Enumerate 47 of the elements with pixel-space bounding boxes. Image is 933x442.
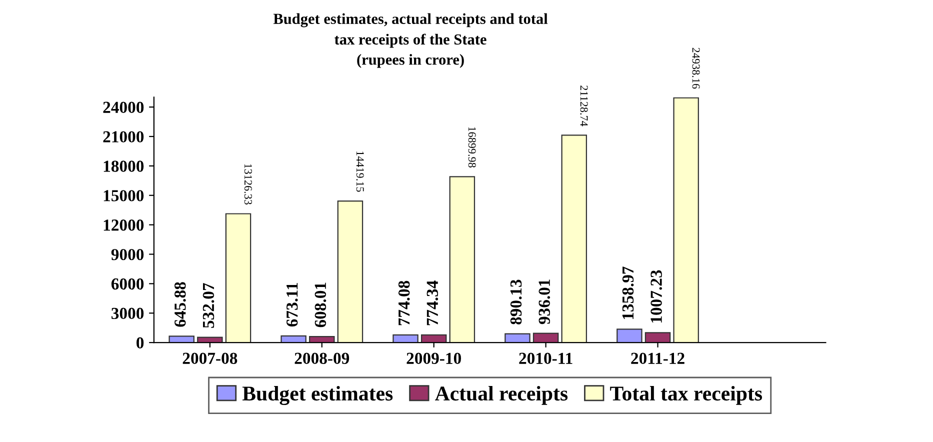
bar xyxy=(225,213,252,343)
data-label: 1358.97 xyxy=(622,266,634,320)
legend-label: Total tax receipts xyxy=(610,386,762,405)
bar xyxy=(420,334,447,343)
data-label: 774.08 xyxy=(398,280,410,326)
bar xyxy=(280,335,306,343)
y-tick-label: 6000 xyxy=(111,278,144,290)
y-tick-label: 3000 xyxy=(112,308,144,320)
x-tick-label: 2008-09 xyxy=(294,352,350,364)
y-tick-label: 0 xyxy=(136,337,144,348)
data-label: 16899.98 xyxy=(468,127,476,168)
y-tick-label: 18000 xyxy=(104,160,144,172)
data-label: 1007.23 xyxy=(650,270,662,322)
x-tick-label: 2009-10 xyxy=(406,352,461,364)
x-tick-label: 2011-12 xyxy=(631,352,684,364)
bar xyxy=(561,134,587,343)
bar xyxy=(673,97,699,343)
data-label: 21128.74 xyxy=(580,86,588,126)
x-tick-label: 2007-08 xyxy=(182,352,238,364)
x-tick-label: 2010-11 xyxy=(519,352,572,364)
y-tick-label: 21000 xyxy=(103,131,144,142)
data-label: 936.01 xyxy=(538,280,550,324)
y-tick-label: 12000 xyxy=(104,220,144,231)
data-label: 890.13 xyxy=(510,280,522,324)
data-label: 14419.15 xyxy=(356,152,364,192)
legend-label: Budget estimates xyxy=(242,386,393,406)
y-tick-label: 15000 xyxy=(104,190,144,202)
bar xyxy=(392,334,418,343)
y-tick-label: 9000 xyxy=(111,248,144,260)
data-label: 24938.16 xyxy=(692,48,700,89)
bar xyxy=(168,336,194,343)
data-label: 608.01 xyxy=(314,282,326,328)
bar xyxy=(449,176,476,343)
y-tick-label: 24000 xyxy=(103,102,144,113)
data-label: 774.34 xyxy=(426,280,438,326)
data-label: 13126.33 xyxy=(244,164,252,204)
bar xyxy=(532,332,559,343)
bar xyxy=(644,332,671,343)
bar xyxy=(309,336,335,343)
data-label: 532.07 xyxy=(202,283,214,328)
legend-label: Actual receipts xyxy=(435,386,568,405)
chart-title: Budget estimates, actual receipts and total tax receipts of the State (rupees in crore) xyxy=(273,13,548,68)
data-label: 673.11 xyxy=(286,283,298,327)
bar xyxy=(616,328,642,343)
data-label: 645.88 xyxy=(174,282,186,327)
bar xyxy=(504,333,530,343)
bar xyxy=(337,200,364,343)
